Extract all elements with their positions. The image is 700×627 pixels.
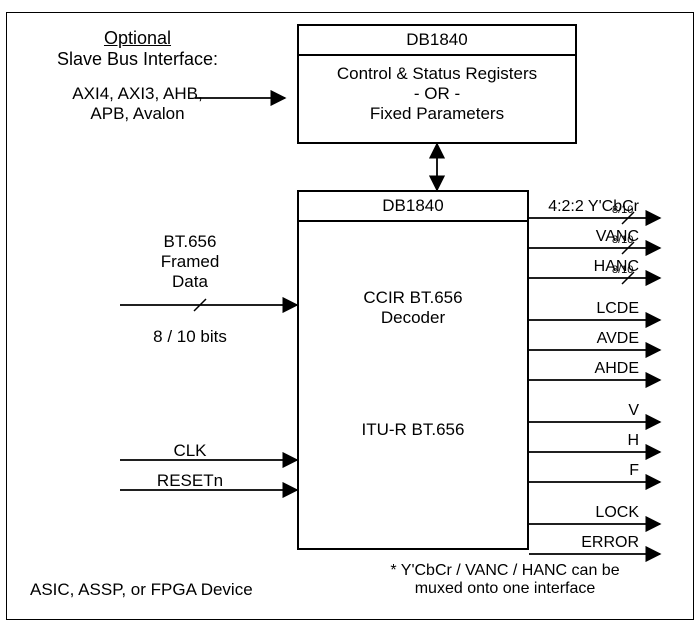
topbox-header: DB1840 xyxy=(299,26,575,56)
signal-LCDE: LCDE xyxy=(531,300,639,318)
optional-block: Optional Slave Bus Interface: AXI4, AXI3… xyxy=(50,28,225,124)
optional-title: Optional xyxy=(50,28,225,49)
signal-AVDE: AVDE xyxy=(531,330,639,348)
signal-V: V xyxy=(531,402,639,420)
input-data-label: BT.656 Framed Data xyxy=(130,232,250,292)
mainbox: DB1840 xyxy=(297,190,529,550)
optional-line1: AXI4, AXI3, AHB, xyxy=(50,84,225,104)
input-bits: 8 / 10 bits xyxy=(140,327,240,347)
signal-sub-HANC: 8/10 xyxy=(612,264,633,276)
footer-note: * Y'CbCr / VANC / HANC can be muxed onto… xyxy=(350,562,660,598)
input-clk: CLK xyxy=(140,441,240,461)
signal-ERROR: ERROR xyxy=(531,534,639,552)
signal-LOCK: LOCK xyxy=(531,504,639,522)
mainbox-header: DB1840 xyxy=(299,192,527,222)
optional-subtitle: Slave Bus Interface: xyxy=(50,49,225,70)
signal-F: F xyxy=(531,462,639,480)
input-reset: RESETn xyxy=(135,471,245,491)
mainbox-mid: CCIR BT.656 Decoder xyxy=(297,288,529,328)
optional-line2: APB, Avalon xyxy=(50,104,225,124)
footer-left: ASIC, ASSP, or FPGA Device xyxy=(30,580,253,600)
topbox: DB1840 Control & Status Registers - OR -… xyxy=(297,24,577,144)
signal-sub-VANC: 8/10 xyxy=(612,234,633,246)
topbox-row3: Fixed Parameters xyxy=(299,104,575,124)
signal-H: H xyxy=(531,432,639,450)
topbox-row2: - OR - xyxy=(299,84,575,104)
mainbox-mid3: ITU-R BT.656 xyxy=(297,420,529,440)
topbox-row1: Control & Status Registers xyxy=(299,64,575,84)
signal-sub-4:2:2 Y'CbCr: 8/10 xyxy=(612,204,633,216)
mainbox-mid1: CCIR BT.656 xyxy=(297,288,529,308)
signal-AHDE: AHDE xyxy=(531,360,639,378)
mainbox-mid2: Decoder xyxy=(297,308,529,328)
